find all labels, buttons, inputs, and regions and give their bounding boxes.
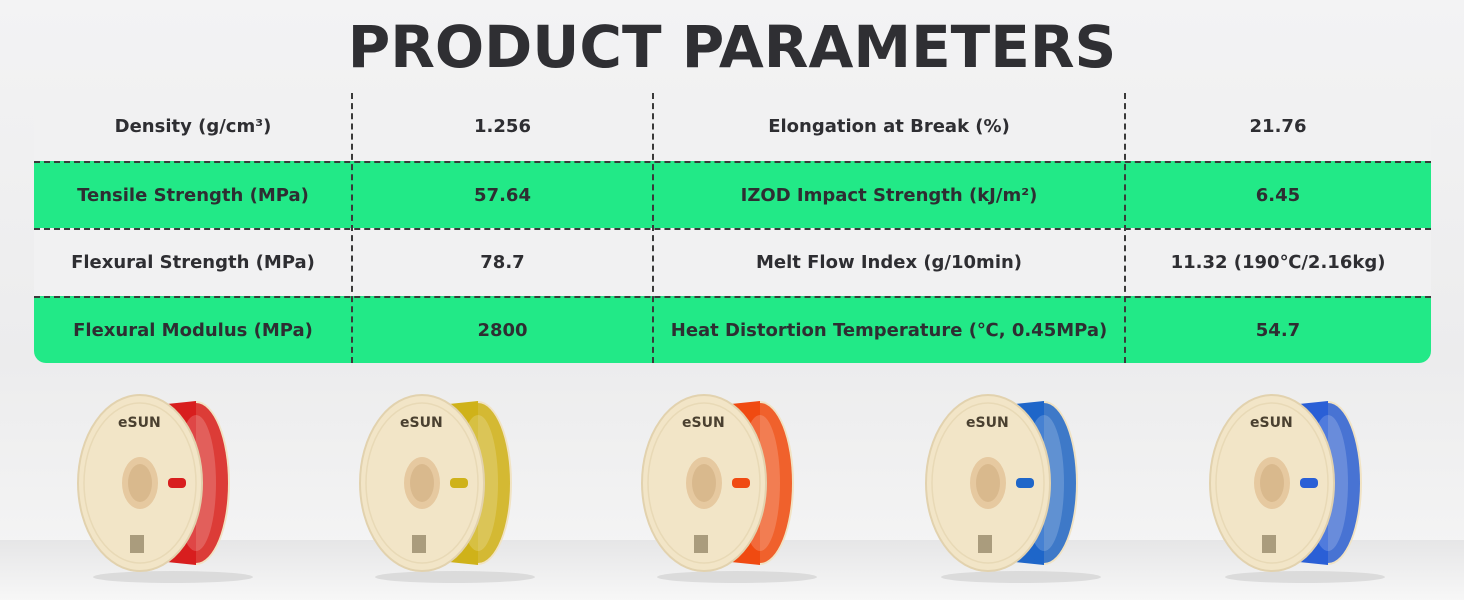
filament-spool: eSUN <box>68 385 278 585</box>
table-row: Density (g/cm³) 1.256 Elongation at Brea… <box>34 93 1431 161</box>
table-row: Flexural Modulus (MPa) 2800 Heat Distort… <box>34 295 1431 363</box>
table-cell-label: Heat Distortion Temperature (℃, 0.45MPa) <box>670 319 1108 341</box>
brand-logo: eSUN <box>400 415 443 431</box>
filament-spool: eSUN <box>632 385 842 585</box>
table-cell-label: Flexural Modulus (MPa) <box>73 319 313 341</box>
brand-logo: eSUN <box>966 415 1009 431</box>
table-cell-label: Melt Flow Index (g/10min) <box>755 252 1023 274</box>
table-cell-value: 54.7 <box>1255 319 1301 341</box>
table-cell-value: 6.45 <box>1255 184 1301 206</box>
column-divider <box>351 93 353 363</box>
filament-spool: eSUN <box>350 385 560 585</box>
table-row: Flexural Strength (MPa) 78.7 Melt Flow I… <box>34 228 1431 296</box>
column-divider <box>1124 93 1126 363</box>
table-cell-value: 1.256 <box>474 116 531 138</box>
table-cell-value: 21.76 <box>1249 116 1307 138</box>
column-divider <box>652 93 654 363</box>
parameters-table: Density (g/cm³) 1.256 Elongation at Brea… <box>34 93 1431 363</box>
table-cell-value: 2800 <box>477 319 528 341</box>
brand-logo: eSUN <box>1250 415 1293 431</box>
brand-logo: eSUN <box>682 415 725 431</box>
table-cell-label: Flexural Strength (MPa) <box>71 252 315 274</box>
table-cell-label: Density (g/cm³) <box>114 116 272 138</box>
brand-logo: eSUN <box>118 415 161 431</box>
table-cell-label: Elongation at Break (%) <box>768 116 1010 138</box>
table-cell-value: 11.32 (190℃/2.16kg) <box>1170 252 1386 274</box>
table-cell-label: Tensile Strength (MPa) <box>77 184 309 206</box>
table-cell-value: 57.64 <box>474 184 531 206</box>
table-cell-value: 78.7 <box>480 252 525 274</box>
filament-spool: eSUN <box>916 385 1126 585</box>
table-row: Tensile Strength (MPa) 57.64 IZOD Impact… <box>34 160 1431 228</box>
filament-spool: eSUN <box>1200 385 1410 585</box>
table-cell-label: IZOD Impact Strength (kJ/m²) <box>740 184 1038 206</box>
page-title: PRODUCT PARAMETERS <box>347 13 1117 81</box>
